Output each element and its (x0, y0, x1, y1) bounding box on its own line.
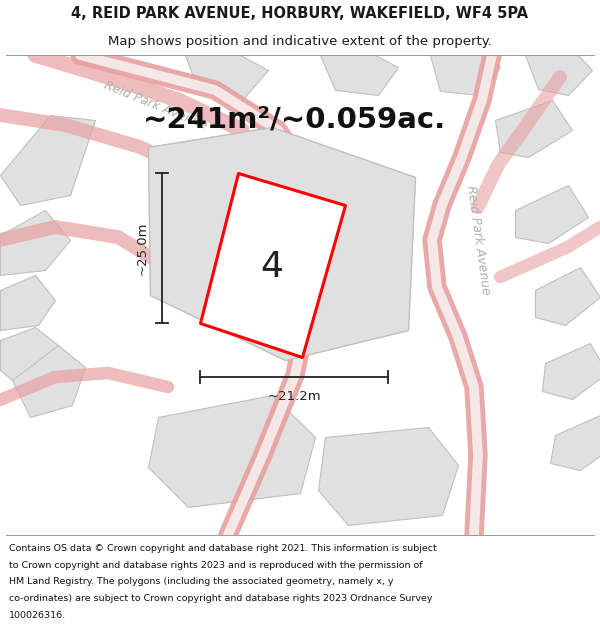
Text: Reid Park Avenue: Reid Park Avenue (101, 78, 209, 132)
Text: 100026316.: 100026316. (9, 611, 66, 619)
Text: Contains OS data © Crown copyright and database right 2021. This information is : Contains OS data © Crown copyright and d… (9, 544, 437, 553)
Text: 4, REID PARK AVENUE, HORBURY, WAKEFIELD, WF4 5PA: 4, REID PARK AVENUE, HORBURY, WAKEFIELD,… (71, 6, 529, 21)
Text: ~241m²/~0.059ac.: ~241m²/~0.059ac. (143, 106, 446, 134)
Text: Map shows position and indicative extent of the property.: Map shows position and indicative extent… (108, 35, 492, 48)
Text: HM Land Registry. The polygons (including the associated geometry, namely x, y: HM Land Registry. The polygons (includin… (9, 578, 394, 586)
Text: ~21.2m: ~21.2m (267, 391, 321, 404)
Text: 4: 4 (260, 250, 284, 284)
Text: to Crown copyright and database rights 2023 and is reproduced with the permissio: to Crown copyright and database rights 2… (9, 561, 422, 569)
Text: Reid Park Avenue: Reid Park Avenue (464, 184, 492, 296)
Text: ~25.0m: ~25.0m (136, 221, 149, 275)
Text: co-ordinates) are subject to Crown copyright and database rights 2023 Ordnance S: co-ordinates) are subject to Crown copyr… (9, 594, 433, 603)
